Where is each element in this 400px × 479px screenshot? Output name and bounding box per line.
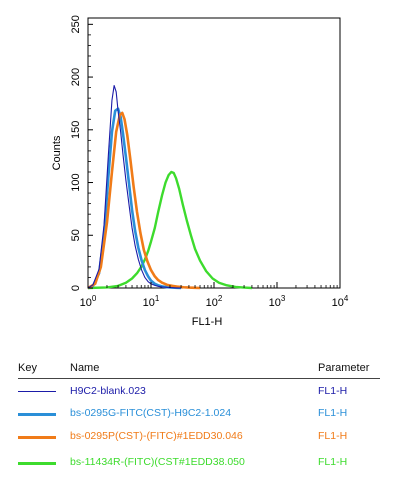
series-parameter: FL1-H	[318, 407, 348, 419]
series-swatch	[18, 391, 56, 392]
key-table: Key Name Parameter H9C2-blank.023 FL1-H …	[0, 356, 400, 479]
series-curves	[87, 84, 252, 290]
key-row: bs-0295G-FITC(CST)-H9C2-1.024 FL1-H	[0, 404, 400, 424]
series-name: bs-0295G-FITC(CST)-H9C2-1.024	[70, 407, 232, 419]
key-row: bs-0295P(CST)-(FITC)#1EDD30.046 FL1-H	[0, 427, 400, 447]
series-swatch	[18, 462, 56, 465]
series-line-3	[87, 111, 201, 290]
series-line-2	[87, 107, 182, 290]
y-tick-label: 150	[70, 121, 82, 139]
x-axis-ticks: 100 101 102 103 104	[80, 282, 349, 309]
series-parameter: FL1-H	[318, 456, 348, 468]
series-name: H9C2-blank.023	[70, 385, 146, 397]
series-name: bs-11434R-(FITC)(CST#1EDD38.050	[70, 456, 245, 468]
series-line-4	[87, 170, 252, 290]
y-tick-label: 200	[70, 68, 82, 86]
y-axis-label: Counts	[51, 135, 63, 170]
y-tick-label: 0	[70, 285, 82, 291]
key-row: bs-11434R-(FITC)(CST#1EDD38.050 FL1-H	[0, 453, 400, 473]
x-axis-label: FL1-H	[192, 316, 223, 328]
x-tick-label: 104	[332, 294, 349, 309]
series-parameter: FL1-H	[318, 385, 348, 397]
parameter-header: Parameter	[318, 362, 370, 374]
x-tick-label: 102	[206, 294, 223, 309]
x-tick-label: 101	[143, 294, 160, 309]
y-tick-label: 100	[70, 173, 82, 191]
x-tick-label: 100	[80, 294, 97, 309]
histogram-chart: 100 101 102 103 104 0 50 100 150 200 250 FL1-H Co…	[51, 15, 349, 328]
key-row: H9C2-blank.023 FL1-H	[0, 382, 400, 402]
series-swatch	[18, 436, 56, 439]
x-tick-label: 103	[269, 294, 286, 309]
key-header: Key	[18, 362, 37, 374]
y-axis-ticks: 0 50 100 150 200 250	[70, 15, 93, 291]
name-header: Name	[70, 362, 100, 374]
y-tick-label: 250	[70, 15, 82, 33]
series-parameter: FL1-H	[318, 430, 348, 442]
series-name: bs-0295P(CST)-(FITC)#1EDD30.046	[70, 430, 243, 442]
series-line-1	[87, 84, 182, 289]
series-swatch	[18, 413, 56, 416]
header-divider	[18, 378, 380, 379]
y-tick-label: 50	[70, 229, 82, 241]
